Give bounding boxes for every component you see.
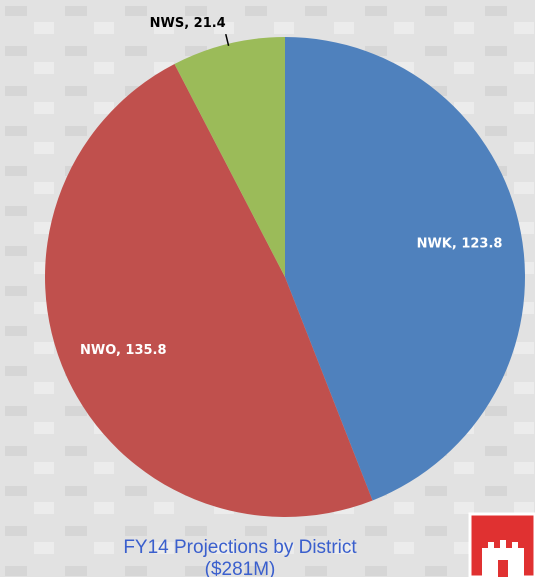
data-label: NWK, 123.8 xyxy=(417,237,503,252)
pie-slice xyxy=(45,63,373,517)
data-label: NWO, 135.8 xyxy=(80,343,167,358)
pie-slice xyxy=(174,37,285,277)
chart-title: FY14 Projections by District xyxy=(123,537,357,558)
pie: NWK, 123.8 NWO, 135.8 NWS, 21.4 xyxy=(45,16,525,517)
chart-subtitle: ($281M) xyxy=(205,559,276,577)
data-label: NWS, 21.4 xyxy=(150,16,226,31)
logo xyxy=(468,512,535,577)
pie-slice xyxy=(285,37,525,501)
leader-line xyxy=(225,33,230,46)
